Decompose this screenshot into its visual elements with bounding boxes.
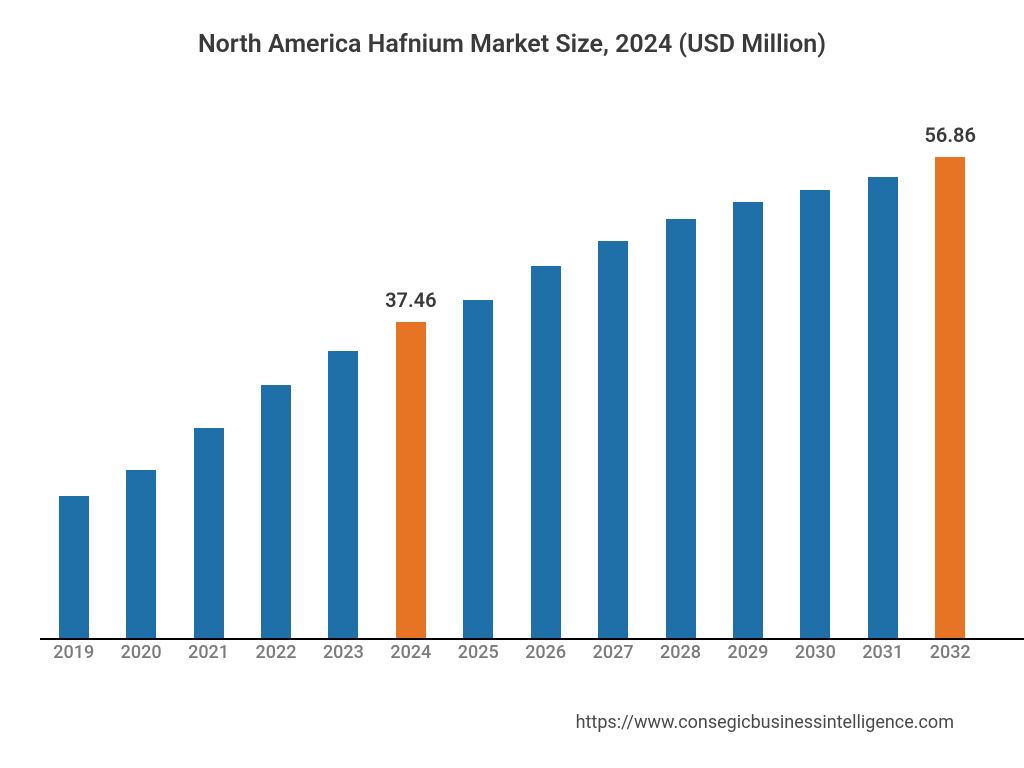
x-tick-label: 2030	[782, 642, 849, 663]
bar-value-label: 37.46	[385, 288, 436, 312]
bar	[733, 202, 763, 640]
bar-wrap	[310, 351, 377, 640]
bar-wrap	[175, 428, 242, 641]
bar	[868, 177, 898, 640]
x-axis-baseline	[40, 638, 1024, 640]
x-tick-label: 2021	[175, 642, 242, 663]
x-tick-label: 2022	[242, 642, 309, 663]
x-tick-label: 2023	[310, 642, 377, 663]
x-tick-label: 2026	[512, 642, 579, 663]
bar-wrap	[782, 190, 849, 641]
bar	[328, 351, 358, 640]
bar-wrap: 37.46	[377, 322, 444, 640]
bar	[800, 190, 830, 641]
x-tick-label: 2031	[849, 642, 916, 663]
bar-wrap	[40, 496, 107, 641]
bar	[194, 428, 224, 641]
chart-container: North America Hafnium Market Size, 2024 …	[0, 0, 1024, 768]
bar-group: 37.46 56.86	[40, 130, 984, 640]
bar-wrap	[512, 266, 579, 640]
bar-value-label: 56.86	[924, 123, 975, 147]
bar-wrap	[579, 241, 646, 641]
x-tick-label: 2028	[647, 642, 714, 663]
x-tick-label: 2024	[377, 642, 444, 663]
bar	[126, 470, 156, 640]
bar-wrap	[849, 177, 916, 640]
bar-wrap	[242, 385, 309, 640]
bar	[935, 157, 965, 640]
bar-wrap	[647, 219, 714, 640]
bar	[666, 219, 696, 640]
bar	[396, 322, 426, 640]
x-tick-label: 2027	[579, 642, 646, 663]
x-tick-label: 2032	[916, 642, 983, 663]
bar	[261, 385, 291, 640]
bar-wrap: 56.86	[916, 157, 983, 640]
x-tick-label: 2029	[714, 642, 781, 663]
bar-wrap	[445, 300, 512, 640]
x-tick-label: 2020	[107, 642, 174, 663]
bar	[598, 241, 628, 641]
bar-wrap	[107, 470, 174, 640]
bar-wrap	[714, 202, 781, 640]
chart-plot-area: 37.46 56.86	[40, 130, 984, 640]
x-tick-label: 2019	[40, 642, 107, 663]
bar	[59, 496, 89, 641]
x-tick-label: 2025	[445, 642, 512, 663]
bar	[463, 300, 493, 640]
chart-title: North America Hafnium Market Size, 2024 …	[0, 30, 1024, 59]
x-axis-labels: 2019202020212022202320242025202620272028…	[40, 642, 984, 663]
bar	[531, 266, 561, 640]
source-url: https://www.consegicbusinessintelligence…	[576, 712, 954, 733]
